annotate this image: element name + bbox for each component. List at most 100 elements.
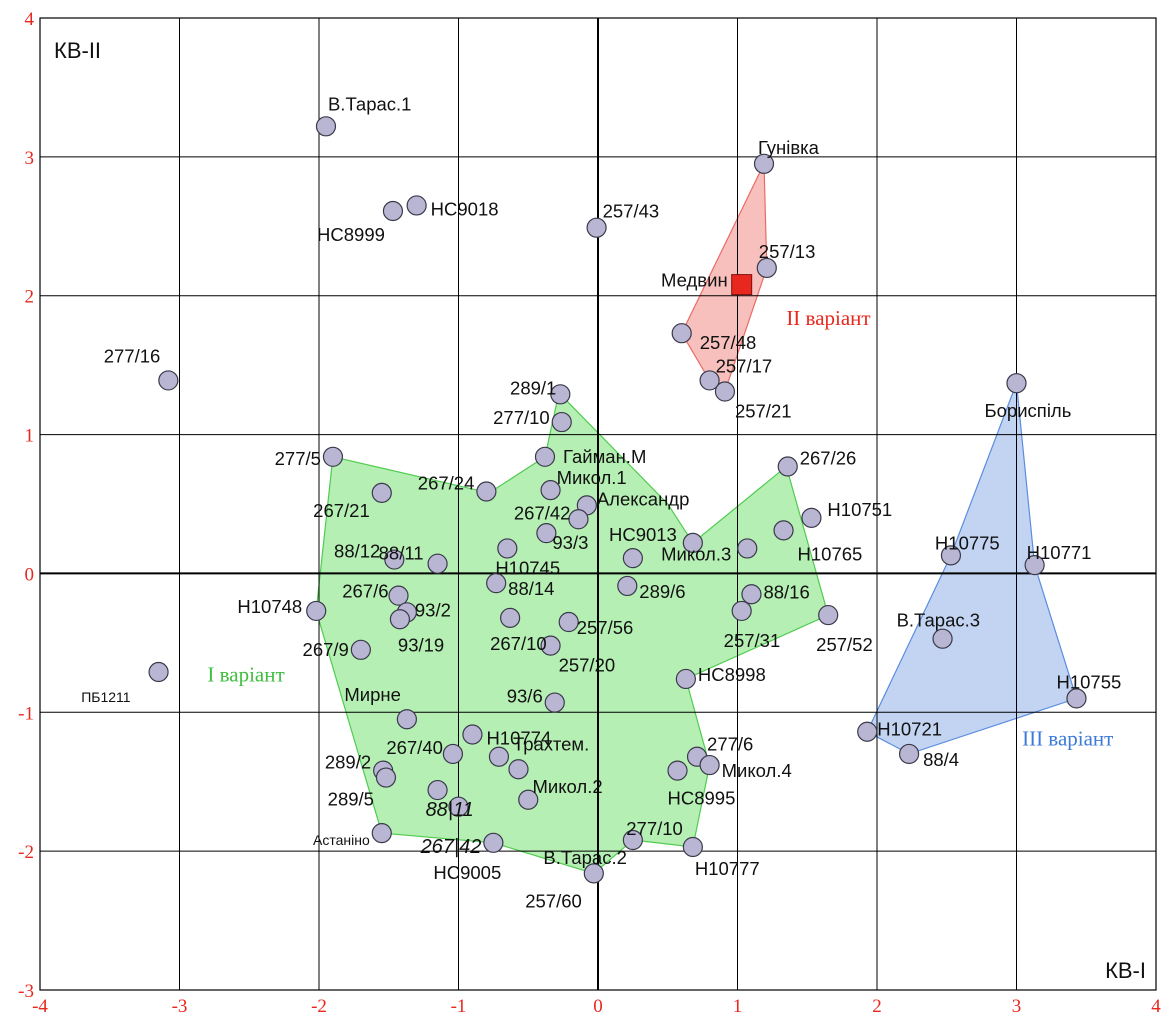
y-tick-label: 0 (25, 564, 35, 585)
point-label: Н10751 (827, 499, 892, 520)
data-point (773, 520, 794, 541)
data-point (622, 548, 643, 569)
point-label: НС9005 (433, 862, 501, 883)
point-label: 267/21 (313, 500, 370, 521)
point-label: Александр (597, 488, 690, 509)
data-point (1066, 688, 1087, 709)
point-label: 289/5 (328, 789, 374, 810)
point-label: 257/13 (759, 241, 816, 262)
point-label: 267/6 (342, 581, 388, 602)
data-point (534, 446, 556, 467)
point-label: 88|11 (426, 799, 474, 821)
data-point (388, 585, 409, 606)
point-label: 257/48 (700, 332, 757, 353)
data-point (682, 836, 703, 858)
data-point (699, 370, 720, 391)
data-point (540, 635, 561, 656)
point-label: 93/19 (398, 634, 444, 655)
data-point (306, 600, 327, 622)
data-point (756, 257, 777, 279)
y-tick-label: 3 (25, 148, 35, 169)
point-labels: В.Тарас.1 НС9018 НС8999 257/43 Гунівка 257/13… (81, 93, 1121, 911)
point-label: 257/43 (603, 201, 660, 222)
data-point (777, 456, 798, 477)
point-label: В.Тарас.3 (897, 610, 981, 631)
data-point (583, 863, 604, 884)
point-label: Н10775 (935, 532, 1000, 553)
point-label: Микол.4 (722, 760, 792, 781)
data-point (551, 411, 572, 433)
point-label: 267/9 (303, 639, 349, 660)
data-point (427, 553, 448, 574)
data-point (427, 779, 448, 801)
point-label: 267/26 (800, 448, 857, 469)
quadrant-label-bottom-right: КВ-I (1105, 958, 1146, 983)
point-label: 93/2 (415, 599, 451, 620)
data-point (737, 538, 758, 559)
point-label: 289/6 (639, 581, 685, 602)
point-label: 93/3 (552, 532, 588, 553)
point-label: 277/10 (626, 818, 683, 839)
point-label: Микол.1 (557, 467, 627, 488)
point-label: Н10755 (1056, 671, 1121, 692)
point-label: НС8995 (668, 788, 736, 809)
point-label: 88/12 (334, 541, 380, 562)
point-label: 277/6 (707, 734, 753, 755)
data-point (622, 829, 643, 851)
data-point (1006, 373, 1027, 394)
point-label: 257/20 (559, 655, 616, 676)
x-tick-label: 3 (1012, 996, 1022, 1017)
data-point (384, 549, 405, 570)
data-point (617, 575, 638, 597)
data-point (476, 481, 497, 502)
data-point (540, 480, 561, 501)
x-tick-label: -3 (172, 996, 188, 1017)
data-point (675, 668, 696, 690)
data-point (448, 796, 469, 817)
point-label: 277/16 (104, 345, 161, 366)
data-point (375, 767, 397, 788)
data-point (550, 384, 571, 405)
point-label: НС8998 (698, 664, 766, 685)
point-label: Н10745 (495, 557, 560, 578)
data-point (350, 639, 371, 660)
point-label: Н10771 (1027, 542, 1092, 563)
point-label: 257/17 (716, 355, 773, 376)
data-point (558, 611, 579, 633)
data-point (442, 743, 464, 765)
data-point (898, 743, 920, 765)
x-tick-label: 2 (872, 996, 882, 1017)
point-label: В.Тарас.1 (328, 93, 412, 114)
data-point (148, 661, 169, 683)
point-label: Н10774 (486, 728, 551, 749)
point-label: 257/21 (735, 401, 792, 422)
data-point (568, 509, 589, 530)
data-point (940, 545, 962, 566)
data-point (544, 692, 565, 713)
x-tick-label: -4 (32, 996, 48, 1017)
point-label: 257/52 (816, 634, 873, 655)
data-point (518, 789, 539, 810)
point-label: Гайман.М (563, 446, 646, 467)
point-label: 277/10 (493, 407, 550, 428)
data-point (801, 507, 822, 528)
data-point (371, 482, 392, 503)
data-point (315, 116, 337, 137)
data-point (462, 724, 483, 745)
point-label: НС9018 (431, 198, 499, 219)
point-label: Н10777 (695, 858, 760, 879)
data-point (483, 832, 504, 853)
reference-point (731, 274, 753, 296)
data-point (667, 760, 688, 781)
y-tick-label: -3 (18, 981, 34, 1002)
point-label: Мирне (344, 684, 401, 705)
data-point (158, 370, 179, 391)
data-point (818, 604, 839, 626)
data-point (486, 573, 507, 594)
reference-point-label: Медвин (661, 270, 728, 291)
point-label: Бориспіль (985, 400, 1072, 421)
data-point (857, 721, 878, 742)
point-label: 257/31 (724, 630, 781, 651)
data-point (671, 323, 692, 344)
